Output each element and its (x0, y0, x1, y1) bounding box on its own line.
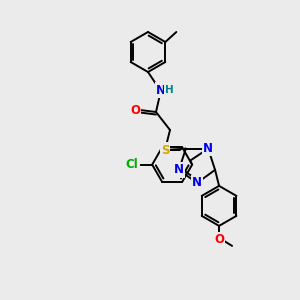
Text: N: N (192, 176, 202, 190)
Text: N: N (174, 164, 184, 176)
Text: O: O (130, 103, 140, 116)
Text: N: N (203, 142, 213, 155)
Text: H: H (165, 85, 173, 95)
Text: O: O (214, 233, 224, 246)
Text: Cl: Cl (126, 158, 139, 171)
Text: N: N (156, 83, 166, 97)
Text: S: S (161, 143, 169, 157)
